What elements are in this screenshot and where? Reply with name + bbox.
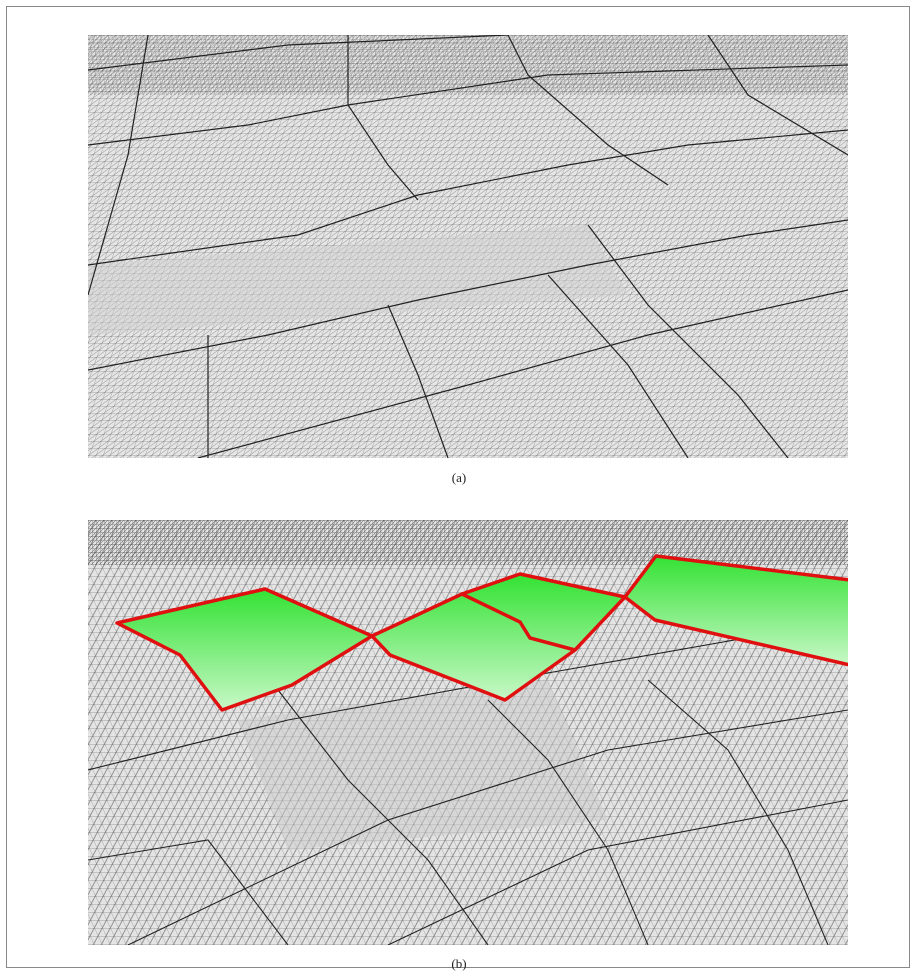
page: {"figure": {"panels": [{"caption": "(a)"… [0,0,918,976]
mesh-image-b [88,520,848,945]
caption: (a) [0,470,918,486]
mesh-image-a [88,35,848,458]
caption: (b) [0,956,918,972]
